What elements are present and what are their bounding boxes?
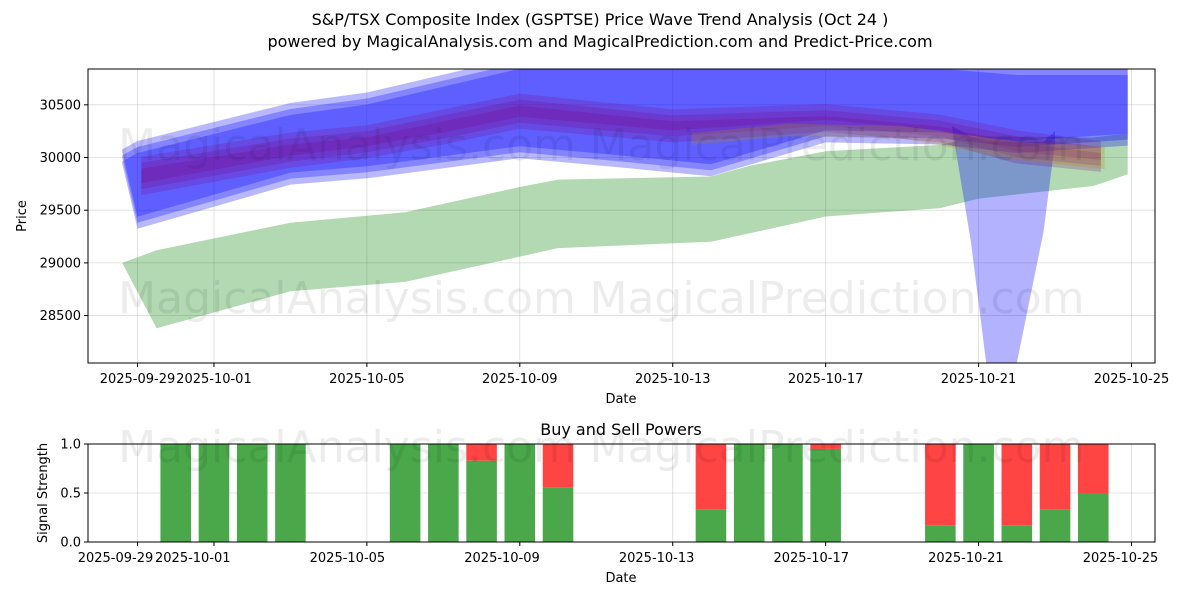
power-xtick-label-1: 2025-10-01 <box>155 551 231 566</box>
power-y-label: Signal Strength <box>36 443 51 543</box>
power-chart: Buy and Sell Powers MagicalAnalysis.com … <box>36 420 1158 586</box>
power-x-label: Date <box>605 571 636 586</box>
chart-title-line1: S&P/TSX Composite Index (GSPTSE) Price W… <box>312 10 889 29</box>
brown-band <box>691 123 1105 170</box>
price-x-ticks: 2025-09-29 2025-10-01 2025-10-05 2025-10-09… <box>100 363 1170 387</box>
price-y-ticks: 28500 29000 29500 30000 30500 <box>40 98 88 324</box>
blue-band-0 <box>122 69 1128 217</box>
purple-band-0 <box>141 93 1101 184</box>
watermark-right-mid: MagicalPrediction.com <box>590 273 1085 324</box>
watermark-right-top: MagicalPrediction.com <box>590 120 1085 171</box>
buy-bar-2025-10-17 <box>810 448 841 542</box>
power-xtick-label-7: 2025-10-25 <box>1083 551 1159 566</box>
buy-bar-2025-10-24 <box>1077 493 1109 542</box>
buy-bar-2025-10-07 <box>428 444 459 542</box>
power-chart-title: Buy and Sell Powers <box>540 420 702 439</box>
price-xtick-label-7: 2025-10-25 <box>1094 372 1170 387</box>
power-x-ticks: 2025-09-29 2025-10-01 2025-10-05 2025-10-09… <box>78 542 1159 566</box>
purple-band-2 <box>141 105 1101 196</box>
sell-bar-2025-10-08 <box>466 444 497 461</box>
price-xtick-label-4: 2025-10-13 <box>635 372 711 387</box>
buy-bar-2025-10-01 <box>198 444 230 542</box>
buy-bar-2025-10-06 <box>389 444 421 542</box>
buy-bar-2025-10-02 <box>236 444 268 542</box>
price-ytick-label-0: 28500 <box>40 309 81 324</box>
blue-band-1 <box>122 69 1128 223</box>
sell-bar-2025-10-23 <box>1039 444 1071 510</box>
watermark-left-mid: MagicalAnalysis.com <box>118 273 576 324</box>
watermark-left-bottom: MagicalAnalysis.com <box>118 422 576 473</box>
price-xtick-label-1: 2025-10-01 <box>176 372 252 387</box>
buy-bar-2025-10-08 <box>466 460 497 542</box>
price-ytick-label-2: 29500 <box>40 204 81 219</box>
green-band <box>122 133 1128 329</box>
buy-bar-2025-10-09 <box>504 444 536 542</box>
price-chart: MagicalAnalysis.com MagicalPrediction.co… <box>15 68 1170 407</box>
blue-spike-band <box>951 125 1055 363</box>
purple-band-1 <box>141 99 1101 190</box>
buy-bar-2025-10-21 <box>963 444 994 542</box>
sell-bar-2025-10-17 <box>810 444 841 449</box>
watermark-left-top: MagicalAnalysis.com <box>118 120 576 171</box>
power-y-ticks: 0.0 0.5 1.0 <box>60 438 88 551</box>
power-xtick-label-5: 2025-10-17 <box>773 551 849 566</box>
price-xtick-label-0: 2025-09-29 <box>100 372 176 387</box>
price-grid <box>88 69 1155 363</box>
power-ytick-label-2: 1.0 <box>60 438 81 453</box>
buy-bar-2025-10-15 <box>733 444 765 542</box>
price-plot-frame <box>87 68 1156 364</box>
power-xtick-label-2: 2025-10-05 <box>310 551 386 566</box>
buy-bar-2025-09-30 <box>160 444 192 542</box>
power-ytick-label-1: 0.5 <box>60 487 81 502</box>
price-y-label: Price <box>15 200 30 232</box>
power-xtick-label-3: 2025-10-09 <box>464 551 540 566</box>
buy-bar-2025-10-10 <box>542 487 574 542</box>
sell-bar-2025-10-10 <box>542 444 574 488</box>
price-bands <box>122 69 1128 363</box>
price-xtick-label-3: 2025-10-09 <box>482 372 558 387</box>
price-xtick-label-6: 2025-10-21 <box>941 372 1017 387</box>
watermark-right-bottom: MagicalPrediction.com <box>590 422 1085 473</box>
blue-band-2 <box>122 69 1128 229</box>
power-bars <box>160 444 1109 542</box>
price-xtick-label-5: 2025-10-17 <box>788 372 864 387</box>
buy-bar-2025-10-16 <box>772 444 803 542</box>
power-ytick-label-0: 0.0 <box>60 536 81 551</box>
sell-bar-2025-10-24 <box>1077 444 1109 493</box>
price-x-label: Date <box>605 392 636 407</box>
buy-bar-2025-10-03 <box>275 444 306 542</box>
sell-bar-2025-10-14 <box>695 444 727 510</box>
price-ytick-label-3: 30000 <box>40 151 81 166</box>
chart-title-line2: powered by MagicalAnalysis.com and Magic… <box>267 32 932 51</box>
power-xtick-label-4: 2025-10-13 <box>619 551 695 566</box>
price-ytick-label-1: 29000 <box>40 256 81 271</box>
buy-bar-2025-10-14 <box>695 509 727 542</box>
power-xtick-label-6: 2025-10-21 <box>928 551 1004 566</box>
buy-bar-2025-10-20 <box>925 525 956 542</box>
price-ytick-label-4: 30500 <box>40 98 81 113</box>
price-xtick-label-2: 2025-10-05 <box>329 372 405 387</box>
sell-bar-2025-10-22 <box>1001 444 1033 526</box>
buy-bar-2025-10-22 <box>1001 525 1033 542</box>
buy-bar-2025-10-23 <box>1039 509 1071 542</box>
sell-bar-2025-10-20 <box>925 444 956 526</box>
power-xtick-label-0: 2025-09-29 <box>78 551 154 566</box>
